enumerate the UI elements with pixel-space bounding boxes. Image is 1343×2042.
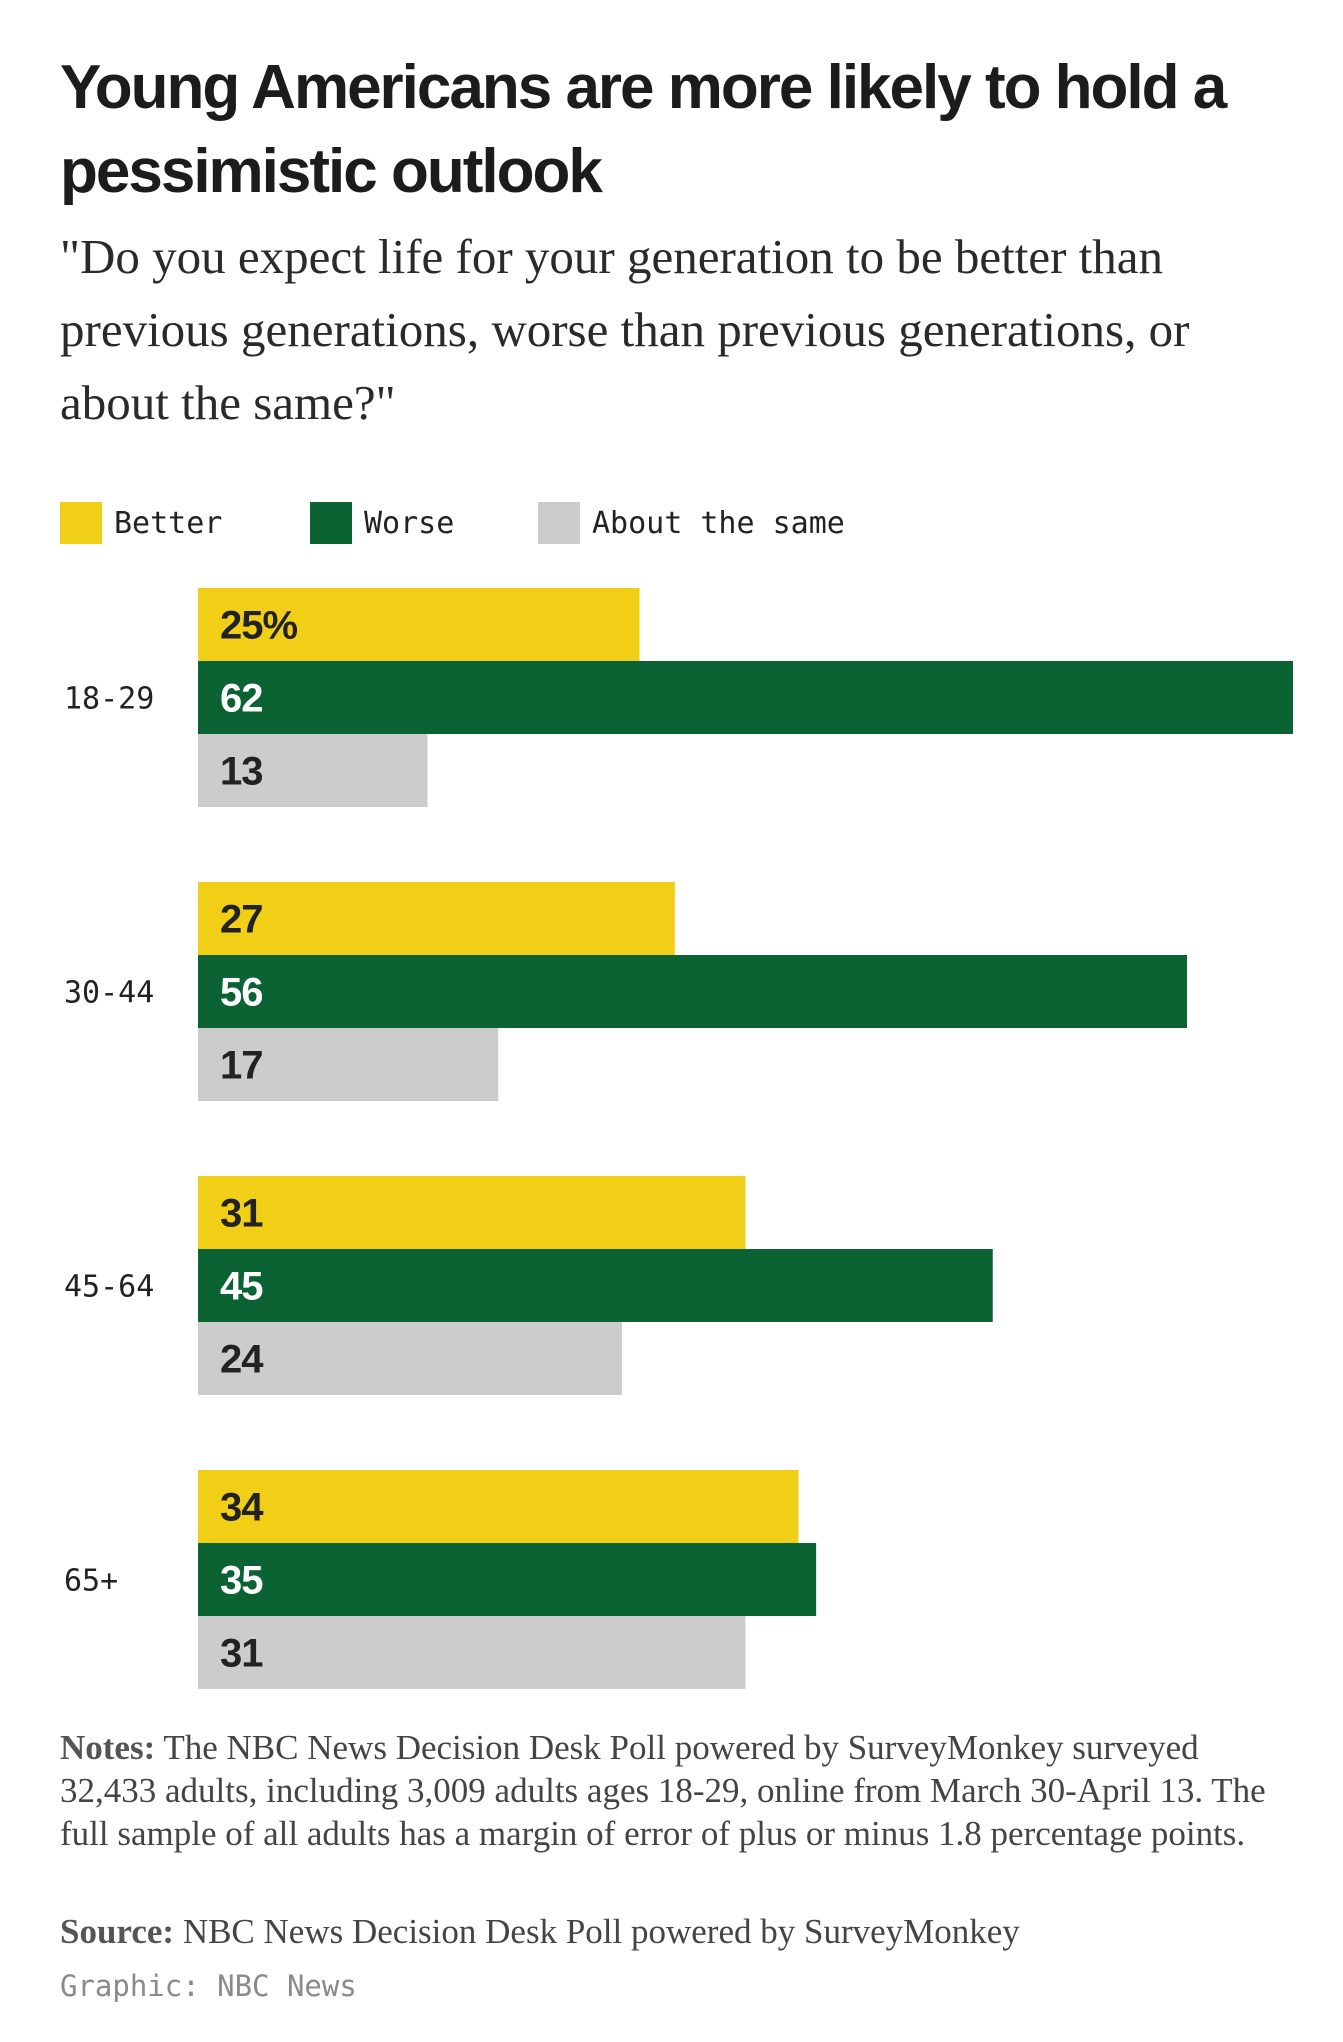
bar-group-65+: 65+ 34 35 31 [64,1470,817,1689]
data-label: 35 [220,1559,263,1603]
data-label: 13 [220,750,263,794]
source-text: NBC News Decision Desk Poll powered by S… [174,1912,1020,1951]
chart-subtitle: "Do you expect life for your generation … [60,229,1190,430]
bar-group-45-64: 45-64 31 45 24 [64,1176,993,1395]
bar-about-the-same [198,1322,622,1395]
bar-worse [198,955,1188,1028]
bar-worse [198,1249,993,1322]
category-label: 30-44 [64,976,154,1011]
legend-label-better: Better [114,506,223,541]
legend-swatch-worse [310,502,352,544]
bar-group-30-44: 30-44 27 56 17 [64,882,1188,1101]
data-label: 17 [220,1044,263,1088]
graphic-credit: Graphic: NBC News [60,1969,357,2003]
bar-about-the-same [198,1616,746,1689]
data-label: 27 [220,898,263,942]
source-label: Source: [60,1912,175,1951]
data-label: 56 [220,971,263,1015]
data-label: 45 [220,1265,263,1309]
bar-worse [198,661,1293,734]
bar-group-18-29: 18-29 25% 62 13 [64,588,1293,807]
category-label: 18-29 [64,682,154,717]
bar-about-the-same [198,734,428,807]
source: Source: NBC News Decision Desk Poll powe… [60,1910,1300,1953]
bar-better [198,588,640,661]
legend-label-same: About the same [592,506,845,541]
legend-swatch-same [538,502,580,544]
bar-better [198,1176,746,1249]
bar-chart: 18-29 25% 62 13 30-44 27 56 17 45-64 31 45 24 65+ 34 3… [64,588,1293,1689]
chart-title: Young Americans are more likely to hold … [60,53,1227,206]
category-label: 45-64 [64,1270,154,1305]
bar-about-the-same [198,1028,499,1101]
bar-better [198,1470,799,1543]
legend-label-worse: Worse [364,506,455,541]
bar-worse [198,1543,817,1616]
notes-text: The NBC News Decision Desk Poll powered … [60,1728,1266,1853]
data-label: 62 [220,677,263,721]
data-label: 31 [220,1632,263,1676]
data-label: 34 [220,1486,264,1530]
notes: Notes: The NBC News Decision Desk Poll p… [60,1726,1300,1855]
bar-better [198,882,675,955]
legend-swatch-better [60,502,102,544]
data-label: 24 [220,1338,264,1382]
data-label: 25% [220,604,297,648]
data-label: 31 [220,1192,263,1236]
category-label: 65+ [64,1564,118,1599]
notes-label: Notes: [60,1728,156,1767]
